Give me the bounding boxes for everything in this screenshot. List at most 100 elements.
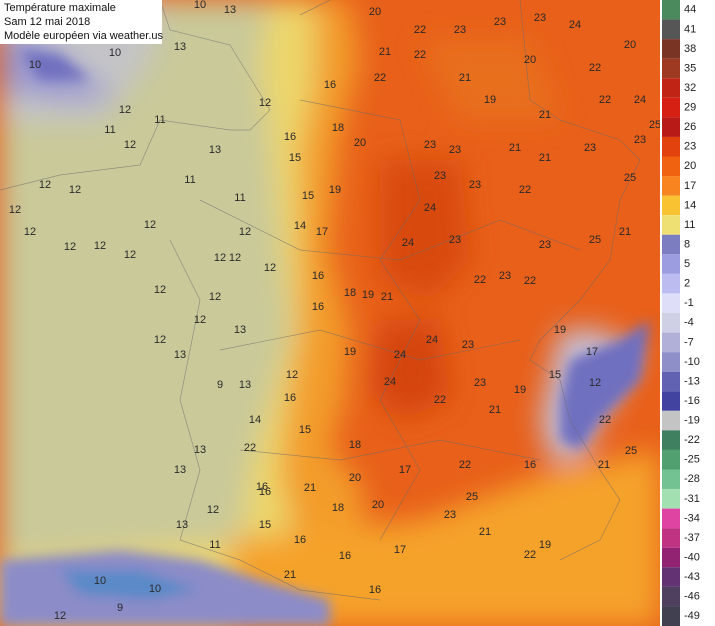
temperature-label: 11 xyxy=(154,114,165,126)
scale-swatch xyxy=(662,58,680,79)
temperature-label: 10 xyxy=(29,59,41,71)
temperature-label: 20 xyxy=(372,499,384,511)
temperature-label: 23 xyxy=(449,234,461,246)
temperature-label: 23 xyxy=(499,270,511,282)
temperature-label: 12 xyxy=(64,241,76,253)
color-scale: 44 41 38 35 32 29 26 23 20 17 14 11 8 5 2 -1 -4 -7 -10 -13 -… xyxy=(662,0,700,626)
scale-label: -25 xyxy=(684,454,700,466)
temperature-label: 12 xyxy=(209,291,221,303)
scale-label: -28 xyxy=(684,473,700,485)
temperature-label: 16 xyxy=(259,486,271,498)
header-title: Température maximale xyxy=(4,2,116,14)
temperature-label: 19 xyxy=(514,384,526,396)
scale-swatch xyxy=(662,254,680,274)
scale-swatch xyxy=(662,469,680,490)
temperature-label: 13 xyxy=(174,464,186,476)
scale-label: 44 xyxy=(684,4,696,16)
scale-label: 2 xyxy=(684,278,690,290)
scale-label: -22 xyxy=(684,434,700,446)
scale-swatch xyxy=(662,332,680,353)
temperature-label: 22 xyxy=(474,274,486,286)
temperature-label: 25 xyxy=(624,172,636,184)
temperature-label: 25 xyxy=(466,491,478,503)
temperature-label: 12 xyxy=(124,139,136,151)
scale-swatch xyxy=(662,489,680,509)
header-box xyxy=(0,0,162,44)
temperature-label: 13 xyxy=(174,349,186,361)
scale-swatch xyxy=(662,567,680,587)
temperature-label: 9 xyxy=(217,379,223,391)
temperature-label: 23 xyxy=(494,16,506,28)
temperature-label: 9 xyxy=(117,602,123,614)
temperature-label: 13 xyxy=(176,519,188,531)
temperature-label: 21 xyxy=(459,72,471,84)
scale-label: -31 xyxy=(684,493,700,505)
scale-label: 14 xyxy=(684,199,696,211)
scale-label: 35 xyxy=(684,62,696,74)
temperature-label: 12 xyxy=(94,240,106,252)
temperature-label: 10 xyxy=(94,575,106,587)
temperature-label: 14 xyxy=(249,414,261,426)
scale-swatch xyxy=(662,410,680,431)
temperature-label: 20 xyxy=(624,39,636,51)
temperature-label: 16 xyxy=(284,131,296,143)
temperature-label: 21 xyxy=(619,226,631,238)
scale-swatch xyxy=(662,352,680,372)
temperature-label: 22 xyxy=(589,62,601,74)
scale-swatch xyxy=(662,449,680,470)
temperature-label: 12 xyxy=(264,262,276,274)
temperature-label: 18 xyxy=(349,439,361,451)
scale-swatch xyxy=(662,136,680,157)
temperature-label: 12 xyxy=(207,504,219,516)
temperature-label: 16 xyxy=(256,481,268,493)
scale-swatch xyxy=(662,117,680,137)
scale-label: -40 xyxy=(684,551,700,563)
temperature-label: 16 xyxy=(294,534,306,546)
temperature-label: 23 xyxy=(474,377,486,389)
scale-swatch xyxy=(662,371,680,392)
temperature-label: 21 xyxy=(284,569,296,581)
temperature-label: 13 xyxy=(224,4,236,16)
temperature-field xyxy=(0,0,660,626)
temperature-label: 15 xyxy=(259,519,271,531)
temperature-label: 23 xyxy=(449,144,461,156)
temperature-label: 22 xyxy=(524,275,536,287)
temperature-label: 22 xyxy=(524,549,536,561)
scale-swatch xyxy=(662,78,680,98)
scale-label: 32 xyxy=(684,82,696,94)
temperature-label: 13 xyxy=(239,379,251,391)
temperature-label: 15 xyxy=(289,152,301,164)
temperature-label: 24 xyxy=(394,349,406,361)
temperature-label: 22 xyxy=(374,72,386,84)
temperature-label: 23 xyxy=(444,509,456,521)
temperature-label: 13 xyxy=(209,144,221,156)
temperature-label: 12 xyxy=(154,284,166,296)
scale-swatch xyxy=(662,273,680,294)
scale-label: 8 xyxy=(684,238,690,250)
temperature-label: 16 xyxy=(369,584,381,596)
temperature-label: 18 xyxy=(332,122,344,134)
temperature-label: 17 xyxy=(586,346,598,358)
scale-label: 23 xyxy=(684,141,696,153)
scale-label: 20 xyxy=(684,160,696,172)
temperature-label: 25 xyxy=(625,445,637,457)
temperature-label: 12 xyxy=(54,610,66,622)
scale-label: -49 xyxy=(684,610,700,622)
temperature-label: 12 xyxy=(286,369,298,381)
temperature-label: 11 xyxy=(234,192,245,204)
temperature-label: 16 xyxy=(312,301,324,313)
temperature-label: 19 xyxy=(362,289,374,301)
temperature-label: 21 xyxy=(479,526,491,538)
temperature-label: 23 xyxy=(462,339,474,351)
temperature-label: 21 xyxy=(598,459,610,471)
scale-label: 11 xyxy=(684,219,695,231)
scale-label: -43 xyxy=(684,571,700,583)
temperature-label: 18 xyxy=(332,502,344,514)
scale-label: 5 xyxy=(684,258,690,270)
temperature-label: 22 xyxy=(244,442,256,454)
temperature-label: 24 xyxy=(569,19,581,31)
temperature-label: 12 xyxy=(259,97,271,109)
temperature-label: 23 xyxy=(634,134,646,146)
temperature-label: 19 xyxy=(554,324,566,336)
